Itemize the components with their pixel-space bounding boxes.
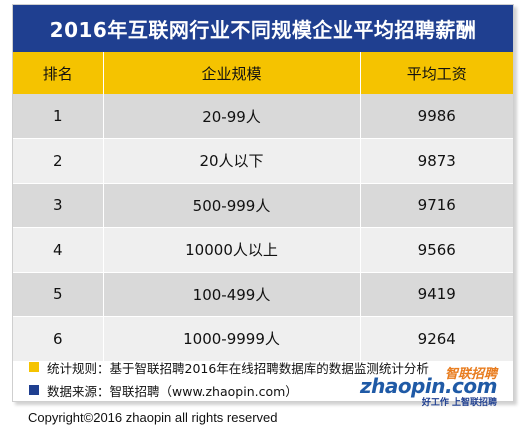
table-row: 1 20-99人 9986	[13, 94, 513, 139]
company-size-cell: 10000人以上	[103, 227, 361, 273]
avg-salary-cell: 9716	[360, 183, 513, 228]
table-row: 3 500-999人 9716	[13, 183, 513, 228]
rank-cell: 1	[13, 94, 104, 139]
copyright-text: Copyright©2016 zhaopin all rights reserv…	[28, 410, 278, 425]
table-row: 2 20人以下 9873	[13, 138, 513, 184]
company-size-cell: 20-99人	[103, 94, 361, 139]
rank-cell: 5	[13, 272, 104, 317]
company-size-cell: 1000-9999人	[103, 316, 361, 362]
salary-table: 排名 企业规模 平均工资 1 20-99人 9986 2 20人以下 9873 …	[13, 52, 513, 362]
data-source-text: 数据来源：智联招聘（www.zhaopin.com）	[47, 383, 298, 399]
report-card: 2016年互联网行业不同规模企业平均招聘薪酬 排名 企业规模 平均工资 1 20…	[12, 4, 514, 408]
table-header-row: 排名 企业规模 平均工资	[13, 52, 513, 94]
avg-salary-cell: 9566	[360, 227, 513, 273]
data-source-note: 数据来源：智联招聘（www.zhaopin.com）	[29, 380, 429, 400]
footnotes: 统计规则：基于智联招聘2016年在线招聘数据库的数据监测统计分析 数据来源：智联…	[29, 357, 429, 403]
logo-wordmark: zhaopin.com	[359, 374, 498, 398]
table-row: 6 1000-9999人 9264	[13, 316, 513, 362]
yellow-square-bullet-icon	[29, 362, 39, 372]
avg-salary-cell: 9986	[360, 94, 513, 139]
column-header-company-size: 企业规模	[103, 52, 361, 94]
zhaopin-logo: 智联招聘 zhaopin.com 好工作 上智联招聘	[360, 363, 498, 408]
blue-square-bullet-icon	[29, 385, 39, 395]
company-size-cell: 100-499人	[103, 272, 361, 317]
logo-chinese-name: 智联招聘	[444, 367, 497, 382]
company-size-cell: 500-999人	[103, 183, 361, 228]
rank-cell: 4	[13, 227, 104, 273]
page-title: 2016年互联网行业不同规模企业平均招聘薪酬	[13, 5, 513, 52]
statistics-rule-text: 统计规则：基于智联招聘2016年在线招聘数据库的数据监测统计分析	[47, 360, 429, 376]
table-row: 4 10000人以上 9566	[13, 227, 513, 273]
logo-slogan: 好工作 上智联招聘	[421, 398, 497, 408]
avg-salary-cell: 9873	[360, 138, 513, 184]
column-header-rank: 排名	[13, 52, 104, 94]
avg-salary-cell: 9264	[360, 316, 513, 362]
table-row: 5 100-499人 9419	[13, 272, 513, 317]
avg-salary-cell: 9419	[360, 272, 513, 317]
company-size-cell: 20人以下	[103, 138, 361, 184]
rank-cell: 6	[13, 316, 104, 362]
statistics-rule-note: 统计规则：基于智联招聘2016年在线招聘数据库的数据监测统计分析	[29, 357, 429, 377]
rank-cell: 2	[13, 138, 104, 184]
rank-cell: 3	[13, 183, 104, 228]
column-header-avg-salary: 平均工资	[360, 52, 513, 94]
